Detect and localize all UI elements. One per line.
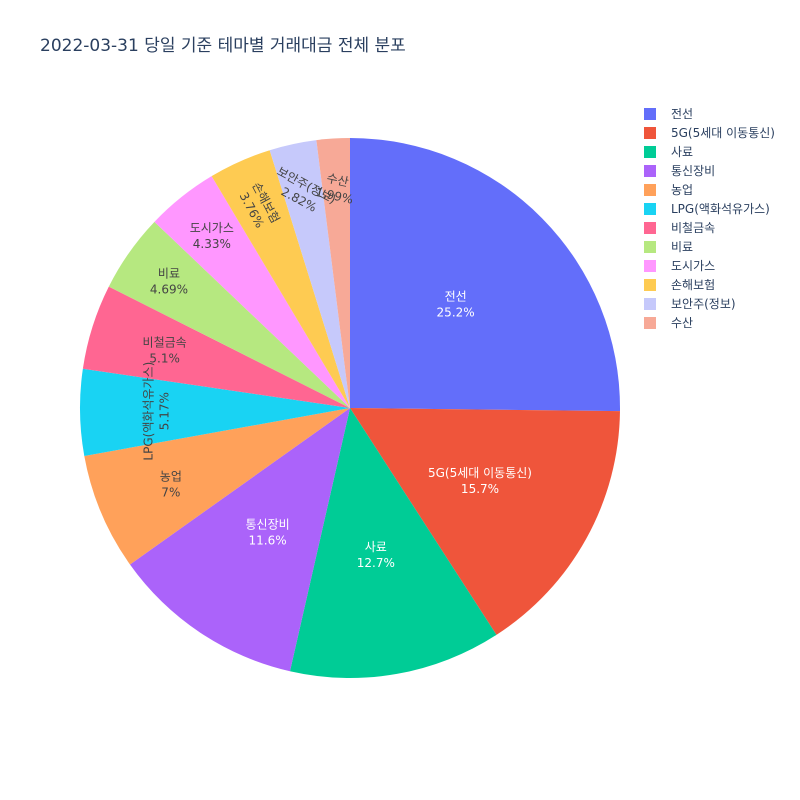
slice-label: 사료 12.7% — [357, 540, 395, 570]
legend-swatch — [644, 279, 656, 291]
slice-category-label: 비료 — [158, 267, 180, 281]
pie-slice — [154, 176, 350, 408]
legend-item[interactable]: 도시가스 — [644, 259, 715, 273]
slice-category-label: LPG(액화석유가스) — [142, 362, 156, 461]
legend-item[interactable]: 수산 — [644, 316, 693, 330]
slice-label: 비철금속 5.1% — [143, 335, 187, 365]
legend-item[interactable]: 사료 — [644, 145, 693, 159]
slice-percent-label: 4.33% — [193, 237, 231, 251]
legend-item[interactable]: 손해보험 — [644, 278, 715, 292]
legend-swatch — [644, 184, 656, 196]
slice-label: 전선 25.2% — [437, 290, 475, 320]
legend-item[interactable]: 비료 — [644, 240, 693, 254]
pie-slice — [80, 368, 351, 456]
legend-swatch — [644, 222, 656, 234]
pie-slice — [350, 408, 620, 635]
legend-swatch — [644, 108, 656, 120]
slice-category-label: 사료 — [365, 540, 387, 554]
pie-slices — [80, 138, 620, 678]
chart-title: 2022-03-31 당일 기준 테마별 거래대금 전체 분포 — [40, 36, 406, 56]
slice-percent-label: 5.17% — [158, 392, 172, 430]
legend-label: 비료 — [671, 240, 693, 254]
pie-slice — [350, 138, 620, 412]
legend-label: 손해보험 — [671, 278, 715, 292]
slice-category-label: 통신장비 — [245, 518, 289, 532]
legend-item[interactable]: 전선 — [644, 107, 693, 121]
slice-category-label: 농업 — [160, 469, 182, 483]
legend-label: 사료 — [671, 145, 693, 159]
slice-percent-label: 4.69% — [150, 283, 188, 297]
legend-swatch — [644, 298, 656, 310]
legend-label: 통신장비 — [671, 164, 715, 178]
legend-label: 보안주(정보) — [671, 297, 736, 311]
pie-slice — [289, 408, 497, 678]
slice-label: LPG(액화석유가스) 5.17% — [142, 362, 172, 461]
legend-swatch — [644, 127, 656, 139]
slice-percent-label: 12.7% — [357, 556, 395, 570]
pie-slice — [211, 150, 350, 408]
slice-percent-label: 11.6% — [249, 534, 287, 548]
legend-swatch — [644, 146, 656, 158]
slice-category-label: 비철금속 — [143, 335, 187, 349]
slice-percent-label: 15.7% — [461, 482, 499, 496]
legend-label: 수산 — [671, 316, 693, 330]
legend-swatch — [644, 165, 656, 177]
legend-label: LPG(액화석유가스) — [671, 202, 770, 216]
legend-item[interactable]: 보안주(정보) — [644, 297, 736, 311]
pie-slice — [316, 138, 350, 408]
legend-label: 농업 — [671, 183, 693, 197]
slice-label: 농업 7% — [160, 469, 182, 499]
legend-label: 도시가스 — [671, 259, 715, 273]
slice-label: 통신장비 11.6% — [245, 518, 289, 548]
pie-slice — [129, 408, 350, 672]
pie-slice — [84, 408, 350, 565]
legend-item[interactable]: 비철금속 — [644, 221, 715, 235]
legend-item[interactable]: 5G(5세대 이동통신) — [644, 126, 775, 140]
legend-label: 5G(5세대 이동통신) — [671, 126, 775, 140]
slice-category-label: 수산 — [325, 171, 350, 189]
legend-label: 전선 — [671, 107, 693, 121]
legend-swatch — [644, 241, 656, 253]
pie-slice — [82, 286, 351, 408]
legend-item[interactable]: 통신장비 — [644, 164, 715, 178]
slice-category-label: 도시가스 — [190, 221, 234, 235]
legend-swatch — [644, 260, 656, 272]
legend-swatch — [644, 317, 656, 329]
slice-label: 비료 4.69% — [150, 267, 188, 297]
slice-label: 5G(5세대 이동통신) 15.7% — [428, 466, 532, 496]
legend-label: 비철금속 — [671, 221, 715, 235]
legend-swatch — [644, 203, 656, 215]
slice-label: 도시가스 4.33% — [190, 221, 234, 251]
slice-category-label: 5G(5세대 이동통신) — [428, 466, 532, 480]
slice-category-label: 전선 — [445, 290, 467, 304]
pie-slice — [108, 221, 351, 408]
slice-percent-label: 5.1% — [149, 351, 180, 365]
slice-percent-label: 25.2% — [437, 306, 475, 320]
legend-item[interactable]: 농업 — [644, 183, 693, 197]
pie-slice — [269, 140, 350, 409]
legend-item[interactable]: LPG(액화석유가스) — [644, 202, 770, 216]
slice-percent-label: 7% — [161, 485, 180, 499]
